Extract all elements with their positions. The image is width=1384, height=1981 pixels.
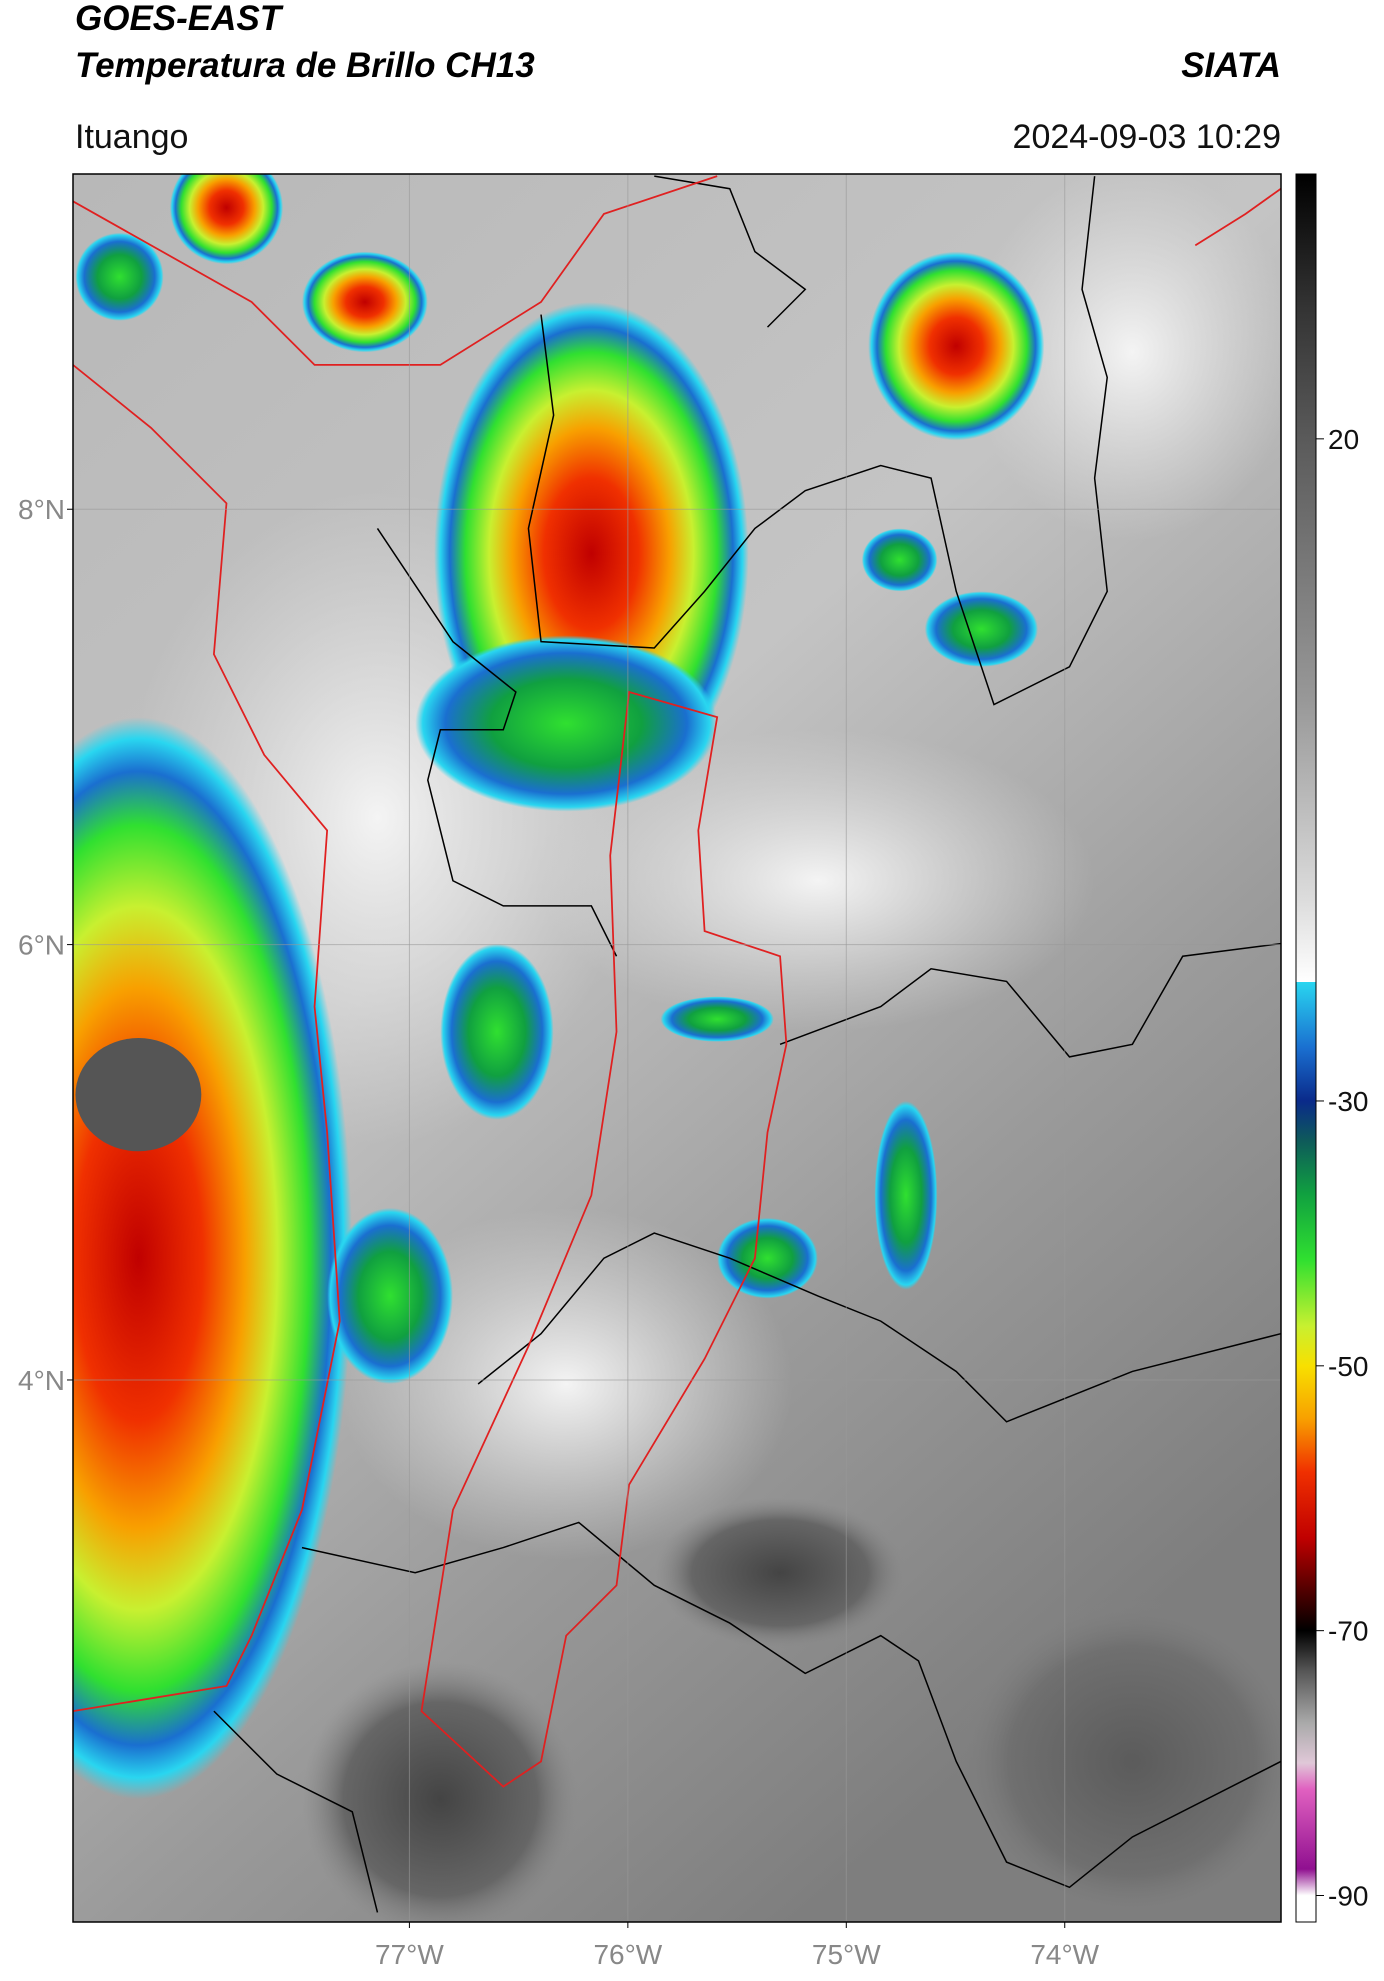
subtitle: Temperatura de Brillo CH13 <box>75 46 535 85</box>
colorbar-tick-label: -90 <box>1328 1881 1368 1912</box>
colorbar-tick-label: -50 <box>1328 1351 1368 1382</box>
location: Ituango <box>75 118 188 156</box>
source: SIATA <box>1181 46 1281 85</box>
y-tick-label: 8°N <box>18 494 65 525</box>
imagery <box>72 173 1281 1923</box>
x-tick-label: 75°W <box>812 1939 881 1970</box>
title: GOES-EAST <box>75 0 284 38</box>
colorbar-tick-label: -70 <box>1328 1616 1368 1647</box>
colorbar-tick-label: 20 <box>1328 424 1359 455</box>
colorbar <box>1295 173 1317 1923</box>
y-tick-label: 4°N <box>18 1365 65 1396</box>
colorbar-tick-label: -30 <box>1328 1086 1368 1117</box>
storm <box>72 717 353 1800</box>
map-frame <box>72 173 1282 1923</box>
datetime: 2024-09-03 10:29 <box>1013 118 1281 156</box>
storm <box>868 251 1045 441</box>
x-tick-label: 76°W <box>593 1939 662 1970</box>
x-tick-label: 77°W <box>375 1939 444 1970</box>
x-tick-label: 74°W <box>1030 1939 1099 1970</box>
y-tick-label: 6°N <box>18 930 65 961</box>
